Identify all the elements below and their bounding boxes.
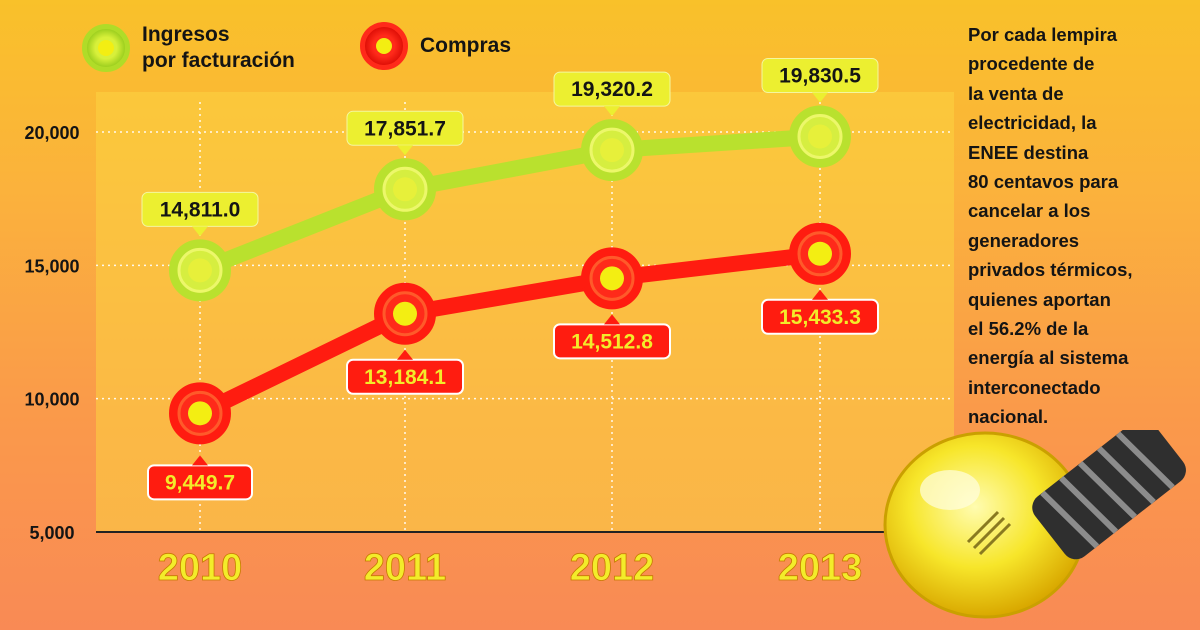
value-label-pointer-1 xyxy=(397,349,413,360)
value-label-pointer-0 xyxy=(812,92,828,103)
value-label-1: 13,184.1 xyxy=(364,366,446,389)
value-label-1: 15,433.3 xyxy=(779,306,861,329)
value-label-pointer-1 xyxy=(192,455,208,466)
x-tick-label: 2010 xyxy=(158,547,243,589)
legend-purchases: Compras xyxy=(360,22,511,70)
lightbulb-icon xyxy=(883,430,1186,619)
value-label-pointer-1 xyxy=(812,289,828,300)
legend-purchases-label: Compras xyxy=(420,34,512,57)
legend-income-label-line2: por facturación xyxy=(142,49,295,72)
data-point-center-1 xyxy=(808,241,832,266)
data-point-center-0 xyxy=(808,124,832,149)
y-tick-label: 10,000 xyxy=(24,390,79,410)
value-label-1: 14,512.8 xyxy=(571,330,653,353)
y-tick-label: 5,000 xyxy=(29,523,74,543)
value-label-pointer-0 xyxy=(604,106,620,117)
value-label-1: 9,449.7 xyxy=(165,471,235,494)
legend-income-marker xyxy=(82,24,130,72)
value-label-0: 14,811.0 xyxy=(160,198,241,221)
value-label-0: 19,320.2 xyxy=(571,78,653,101)
value-label-pointer-0 xyxy=(192,226,208,237)
data-point-center-1 xyxy=(600,266,624,291)
data-point-center-1 xyxy=(393,301,417,326)
x-tick-label: 2012 xyxy=(570,547,655,589)
data-point-center-0 xyxy=(600,138,624,163)
value-label-pointer-1 xyxy=(604,314,620,325)
x-tick-label: 2011 xyxy=(364,547,446,589)
value-label-0: 17,851.7 xyxy=(364,117,446,140)
value-label-0: 19,830.5 xyxy=(779,65,861,88)
legend-income-label-line1: Ingresos xyxy=(142,23,230,46)
data-point-center-0 xyxy=(188,258,212,283)
series-line-1 xyxy=(192,245,828,422)
data-point-center-1 xyxy=(188,401,212,426)
series-line-0 xyxy=(192,128,828,279)
y-tick-label: 20,000 xyxy=(24,123,79,143)
data-point-center-0 xyxy=(393,177,417,202)
value-label-pointer-0 xyxy=(397,145,413,156)
side-note: Por cada lempira procedente de la venta … xyxy=(968,24,1133,428)
legend-purchases-marker xyxy=(360,22,408,70)
legend-income: Ingresos por facturación xyxy=(82,22,295,74)
x-tick-label: 2013 xyxy=(778,547,863,589)
y-tick-label: 15,000 xyxy=(24,256,79,276)
